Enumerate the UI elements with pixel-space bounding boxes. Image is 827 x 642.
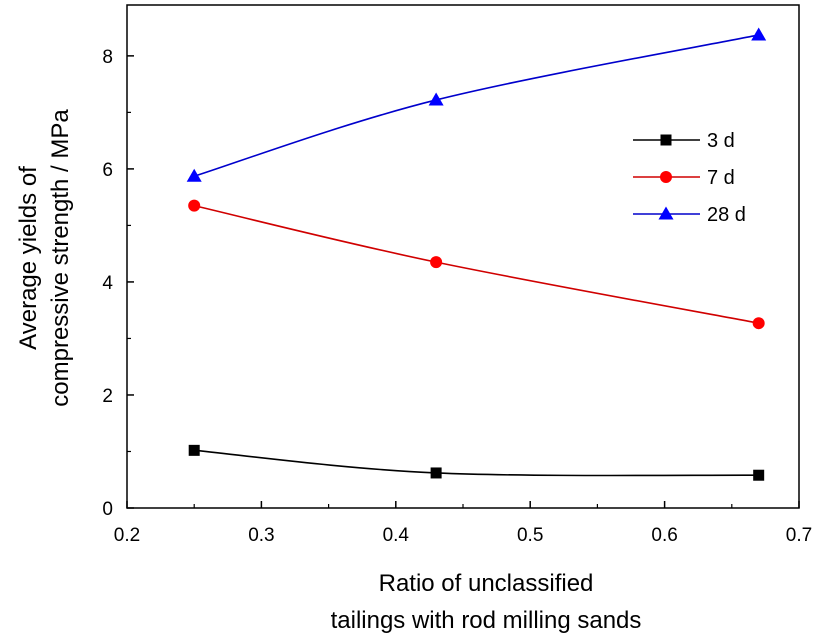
legend-marker (658, 206, 674, 220)
series-line (194, 204, 759, 324)
legend-marker (660, 171, 672, 183)
y-axis-title-line-1: Average yields of (15, 166, 42, 350)
series-line (194, 449, 759, 477)
x-axis: 0.2 0.3 0.4 0.5 0.6 0.7 (114, 501, 812, 546)
y-axis: 0 2 4 6 8 (102, 47, 134, 520)
x-tick-label: 0.3 (248, 525, 274, 546)
data-point (428, 92, 444, 106)
legend-marker (660, 134, 672, 146)
legend-label: 3 d (707, 130, 735, 152)
data-point (753, 469, 765, 481)
x-tick-label: 0.6 (651, 525, 677, 546)
y-tick-label: 4 (102, 273, 113, 294)
data-point (188, 444, 200, 456)
y-axis-title-line-2: compressive strength / MPa (47, 109, 74, 407)
series-3 (186, 27, 767, 182)
legend-item: 3 d (633, 130, 735, 152)
y-tick-label: 8 (102, 47, 113, 68)
series-layer (186, 27, 767, 481)
legend-item: 28 d (633, 204, 746, 226)
x-tick-label: 0.5 (517, 525, 543, 546)
legend-item: 7 d (633, 167, 735, 189)
y-tick-label: 2 (102, 386, 113, 407)
data-point (430, 256, 443, 269)
plot-frame (126, 4, 800, 509)
data-point (430, 467, 442, 479)
x-tick-label: 0.7 (786, 525, 812, 546)
y-tick-label: 6 (102, 160, 113, 181)
legend-label: 7 d (707, 167, 735, 189)
series-2 (188, 199, 765, 330)
data-point (188, 199, 201, 212)
legend-label: 28 d (707, 204, 746, 226)
data-point (186, 168, 202, 182)
series-line (193, 34, 759, 178)
x-tick-label: 0.2 (114, 525, 140, 546)
x-axis-title-line-1: Ratio of unclassified (379, 570, 594, 597)
x-axis-title-line-2: tailings with rod milling sands (331, 607, 642, 634)
x-tick-label: 0.4 (383, 525, 410, 546)
legend: 3 d 7 d 28 d (633, 130, 746, 226)
data-point (752, 317, 765, 330)
data-point (751, 27, 767, 41)
y-tick-label: 0 (102, 499, 113, 520)
series-1 (188, 444, 765, 481)
